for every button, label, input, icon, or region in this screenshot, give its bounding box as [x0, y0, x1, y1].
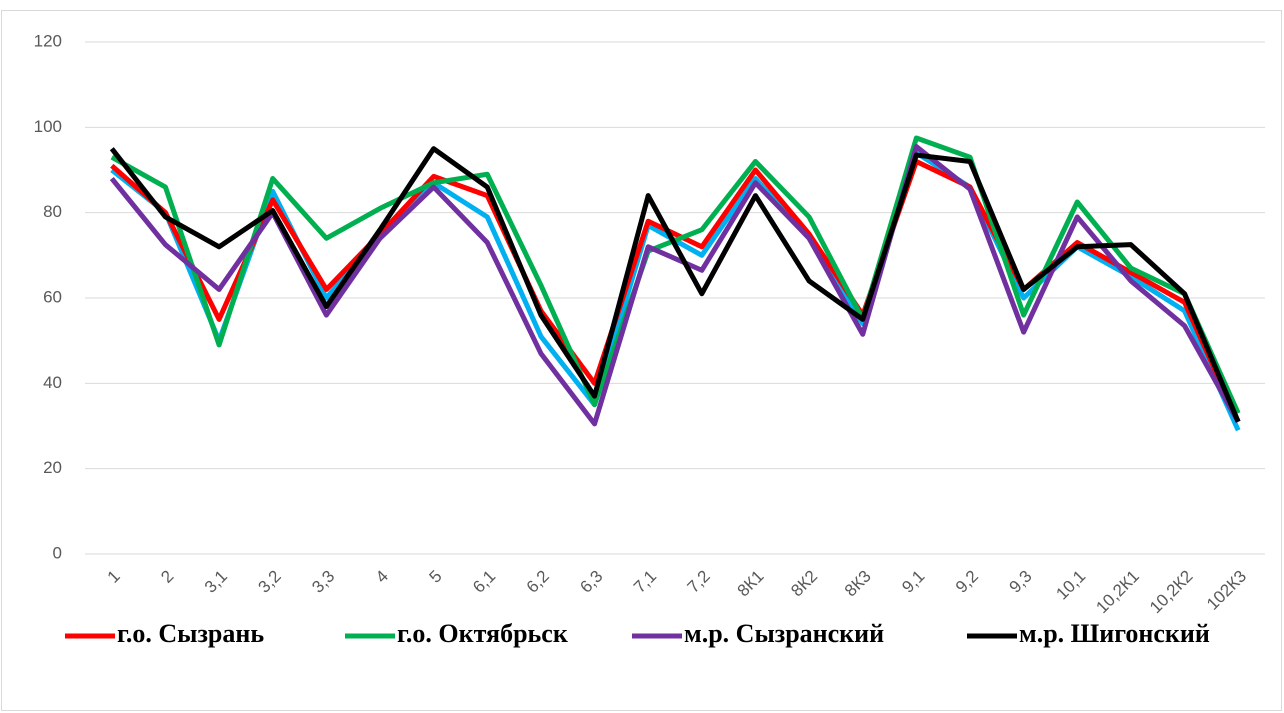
y-tick-label: 0 [53, 543, 62, 562]
y-tick-label: 40 [43, 373, 62, 392]
y-tick-label: 80 [43, 202, 62, 221]
legend-label: г.о. Сызрань [117, 619, 264, 648]
y-tick-label: 20 [43, 458, 62, 477]
y-tick-label: 100 [34, 117, 62, 136]
y-tick-label: 120 [34, 31, 62, 50]
legend-label: г.о. Октябрьск [397, 619, 568, 648]
legend-label: м.р. Сызранский [684, 619, 884, 648]
legend-label: м.р. Шигонский [1019, 619, 1210, 648]
y-tick-label: 60 [43, 287, 62, 306]
series-line [109, 144, 1241, 427]
series-line [109, 146, 1241, 423]
chart-frame [1, 10, 1282, 711]
